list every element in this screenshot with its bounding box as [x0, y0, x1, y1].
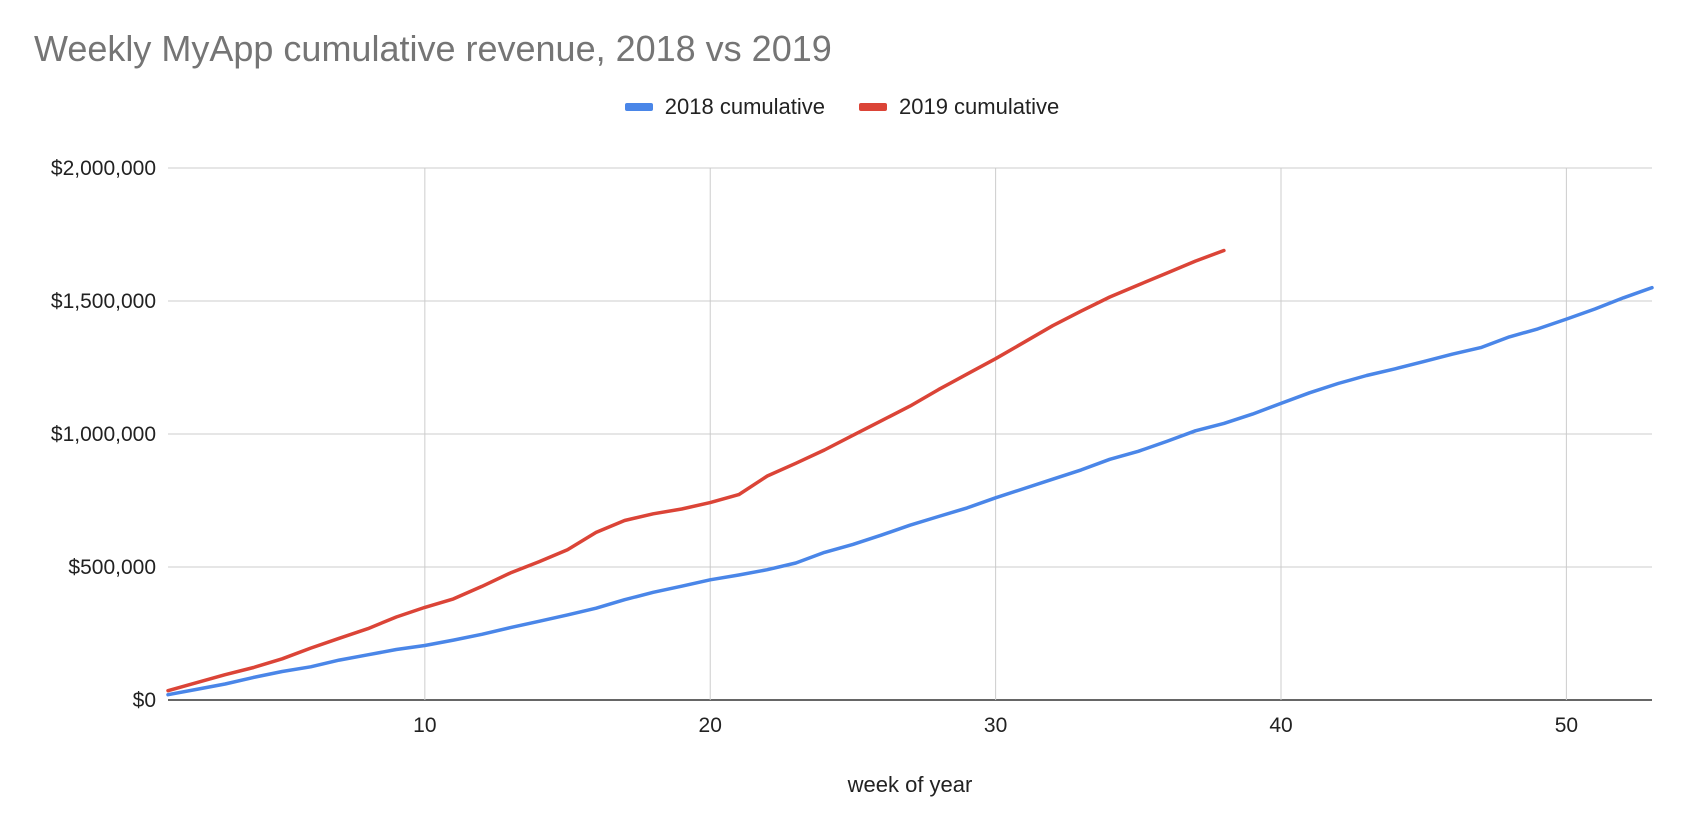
series-line-2019[interactable]: [166, 248, 1226, 693]
y-tick-label: $500,000: [68, 556, 156, 579]
legend-label-2019: 2019 cumulative: [899, 94, 1060, 119]
x-tick-label: 40: [1269, 714, 1292, 737]
legend-label-2018: 2018 cumulative: [664, 94, 825, 119]
grid-lines: [168, 167, 1652, 701]
series-lines: [166, 248, 1654, 697]
legend: 2018 cumulative 2019 cumulative: [0, 94, 1684, 120]
tick-labels: $0 $500,000 $1,000,000 $1,500,000 $2,000,000…: [51, 157, 1578, 737]
y-tick-label: $1,000,000: [51, 423, 156, 446]
x-axis-title: week of year: [847, 772, 973, 797]
x-tick-label: 20: [699, 714, 722, 737]
chart-title: Weekly MyApp cumulative revenue, 2018 vs…: [34, 28, 832, 69]
legend-item-2019[interactable]: 2019 cumulative: [859, 94, 1059, 120]
x-tick-label: 10: [413, 714, 436, 737]
y-tick-label: $0: [133, 689, 156, 712]
x-tick-label: 30: [984, 714, 1007, 737]
series-line-2018[interactable]: [166, 285, 1654, 697]
y-tick-label: $2,000,000: [51, 157, 156, 180]
x-tick-label: 50: [1555, 714, 1578, 737]
legend-swatch-2019: [859, 103, 887, 111]
legend-swatch-2018: [624, 103, 653, 111]
legend-item-2018[interactable]: 2018 cumulative: [624, 94, 825, 120]
y-tick-label: $1,500,000: [51, 290, 156, 313]
